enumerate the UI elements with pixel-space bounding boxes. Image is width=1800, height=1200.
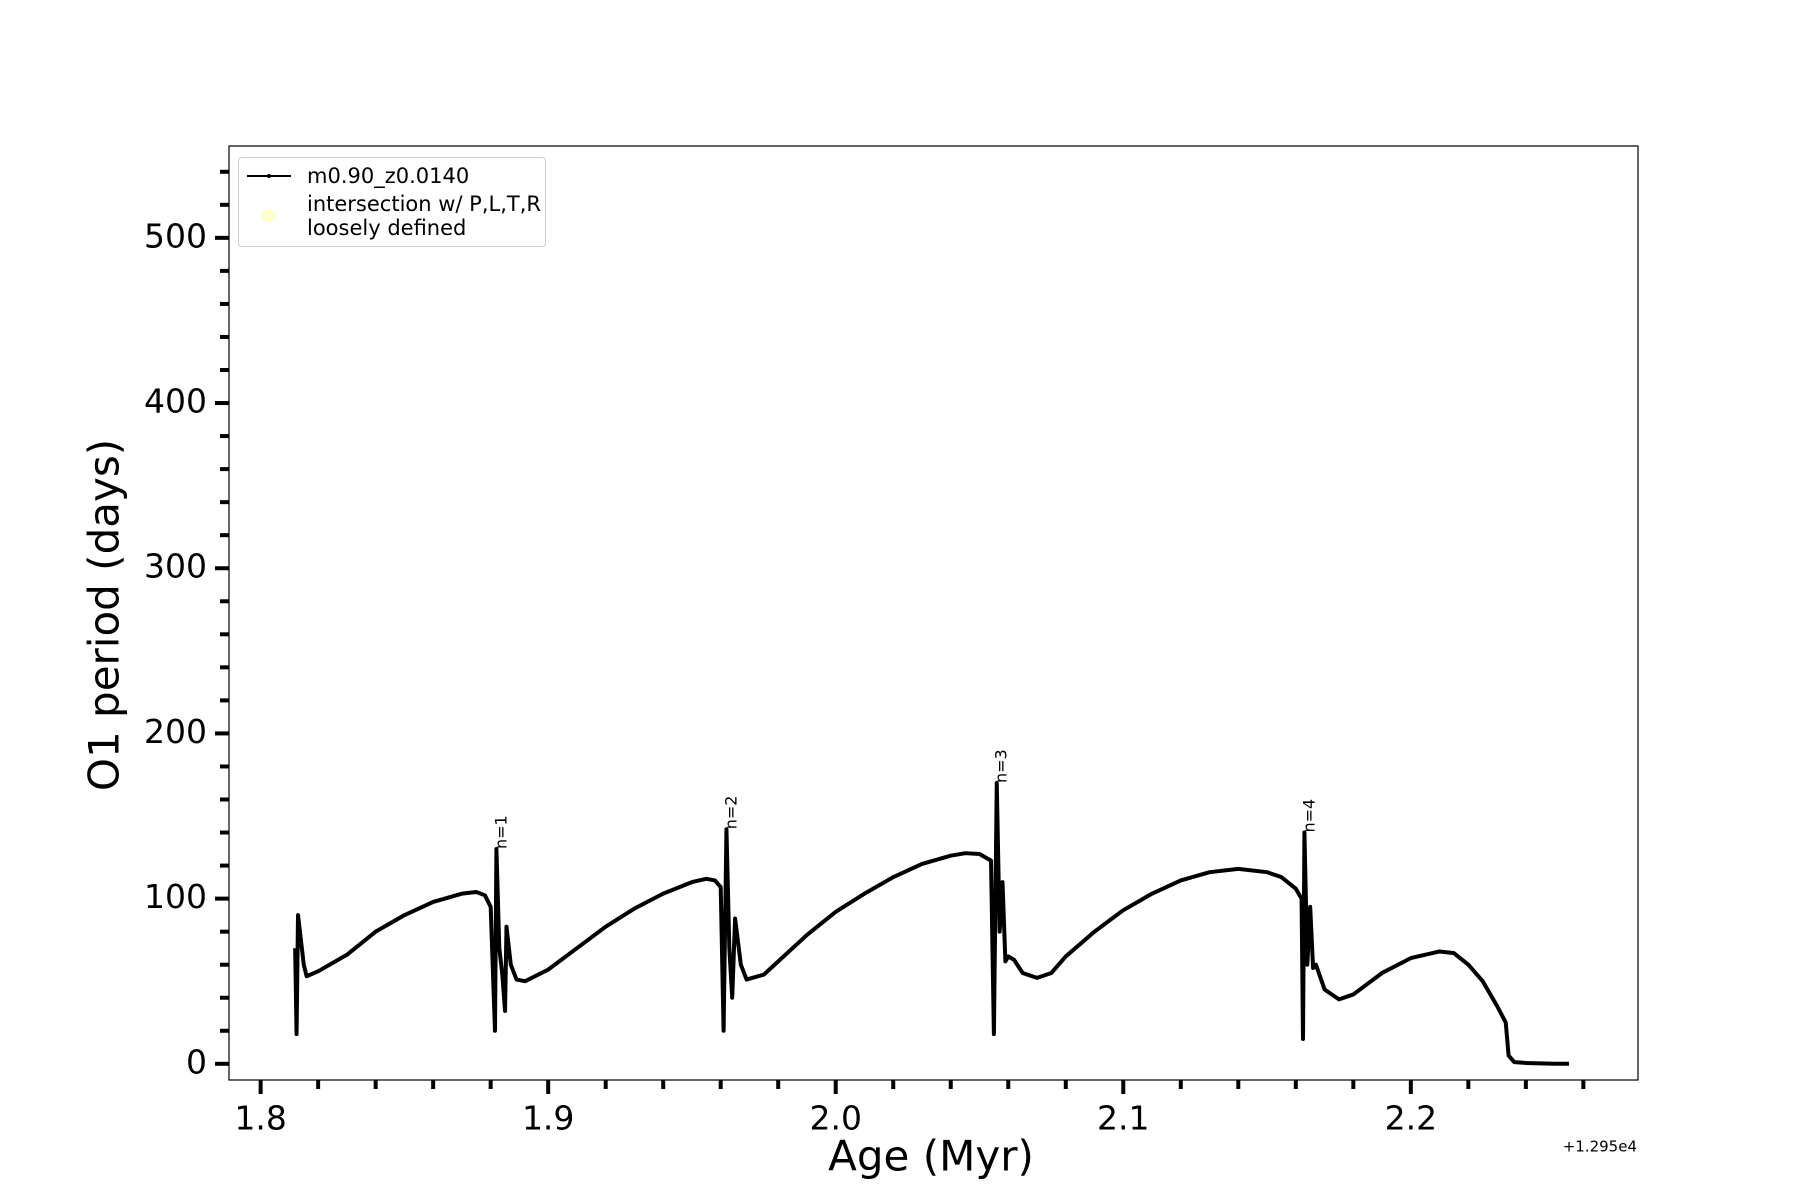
x-tick-label: 2.0: [809, 1099, 861, 1138]
y-axis-label: O1 period (days): [80, 439, 129, 791]
y-tick-label: 200: [144, 712, 207, 751]
axes-frame: [228, 145, 1639, 1081]
annotation: n=3: [992, 749, 1011, 783]
legend-key: [262, 209, 276, 223]
x-tick-label: 1.9: [522, 1099, 574, 1138]
legend-key: [247, 174, 291, 178]
x-tick-label: 1.8: [234, 1099, 286, 1138]
x-axis-label: Age (Myr): [828, 1132, 1034, 1181]
legend-label: m0.90_z0.0140: [307, 164, 470, 188]
y-tick-label: 0: [186, 1042, 207, 1081]
annotation: n=4: [1299, 799, 1318, 833]
y-tick-label: 500: [144, 216, 207, 255]
annotation: n=1: [491, 815, 510, 849]
y-tick-label: 100: [144, 877, 207, 916]
x-tick-label: 2.2: [1385, 1099, 1437, 1138]
legend-label: intersection w/ P,L,T,R loosely defined: [307, 192, 541, 240]
y-tick-label: 300: [144, 547, 207, 586]
x-offset-label: +1.295e4: [1563, 1138, 1637, 1156]
y-tick-label: 400: [144, 382, 207, 421]
data-line: [293, 780, 1569, 1066]
x-tick-label: 2.1: [1097, 1099, 1149, 1138]
annotation: n=2: [721, 796, 740, 830]
legend: m0.90_z0.0140 intersection w/ P,L,T,R lo…: [238, 157, 546, 247]
